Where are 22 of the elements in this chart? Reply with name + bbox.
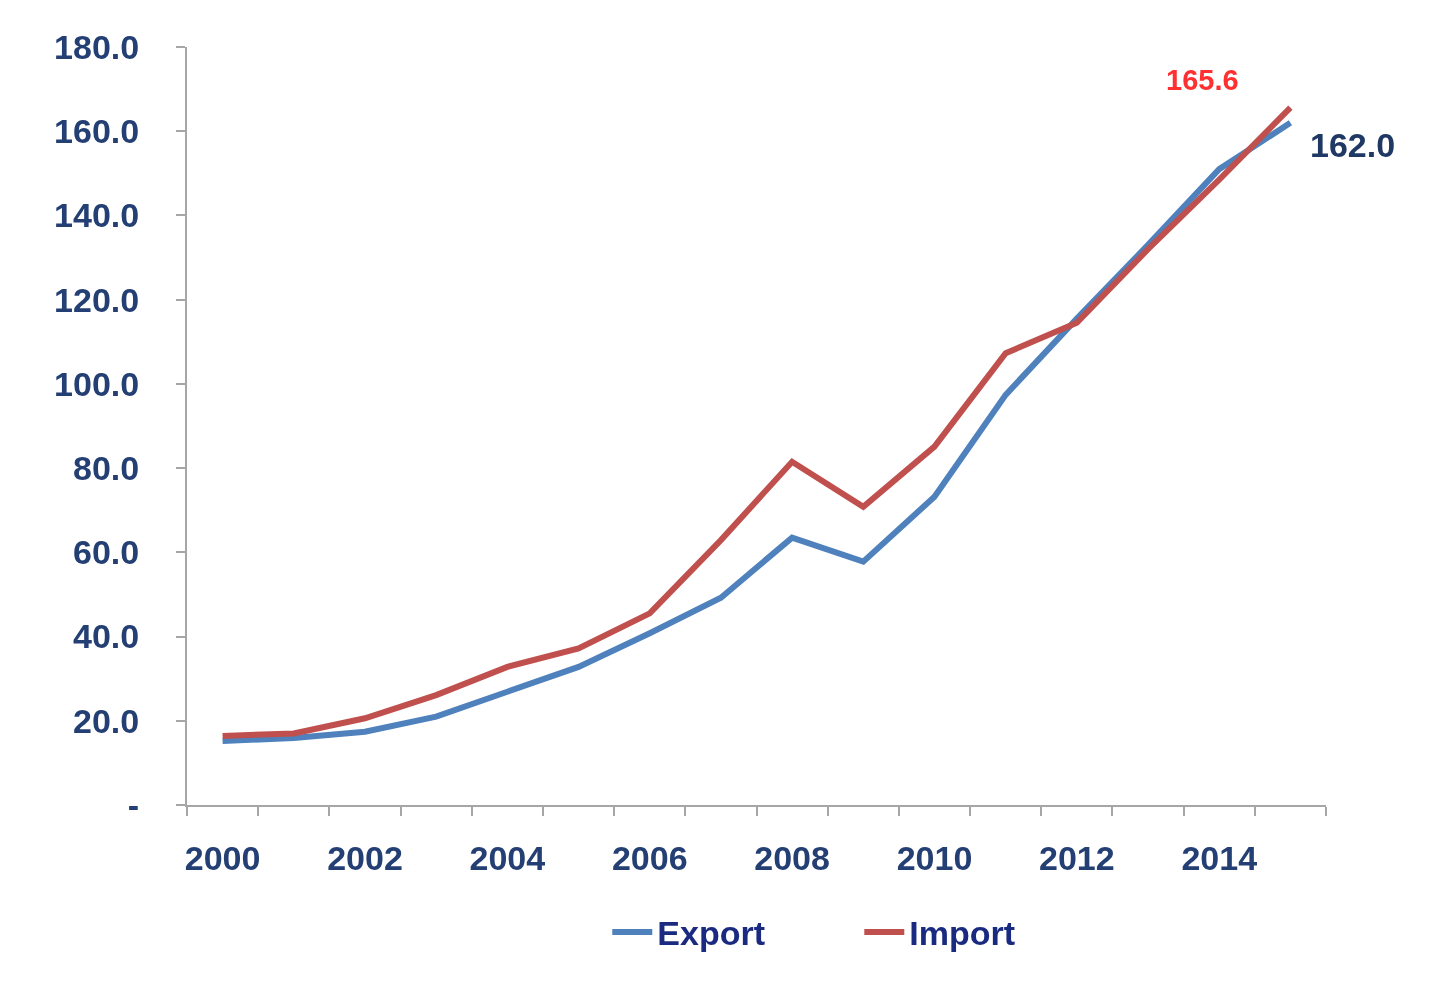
y-tick-label: 180.0 [54,27,140,66]
x-tick-label: 2014 [1181,838,1258,877]
x-tick-label: 2002 [327,838,403,877]
x-tick-label: 2010 [896,838,973,877]
y-tick-label: 20.0 [73,701,140,740]
y-tick-label: 160.0 [54,112,140,151]
y-tick-label: - [127,785,140,824]
y-tick-label: 40.0 [73,617,140,656]
y-tick-label: 60.0 [73,533,140,572]
data-label: 162.0 [1310,126,1396,164]
legend-label: Export [657,914,765,953]
x-tick-label: 2012 [1039,838,1115,877]
y-tick-label: 120.0 [54,280,140,319]
x-tick-label: 2008 [754,838,830,877]
legend-label: Import [909,914,1016,953]
x-tick-label: 2006 [611,838,688,877]
x-tick-label: 2000 [184,838,261,877]
data-label: 165.6 [1166,64,1239,96]
y-tick-label: 140.0 [54,196,140,235]
x-tick-label: 2004 [469,838,546,877]
y-tick-label: 80.0 [73,449,140,488]
y-tick-label: 100.0 [54,364,140,403]
